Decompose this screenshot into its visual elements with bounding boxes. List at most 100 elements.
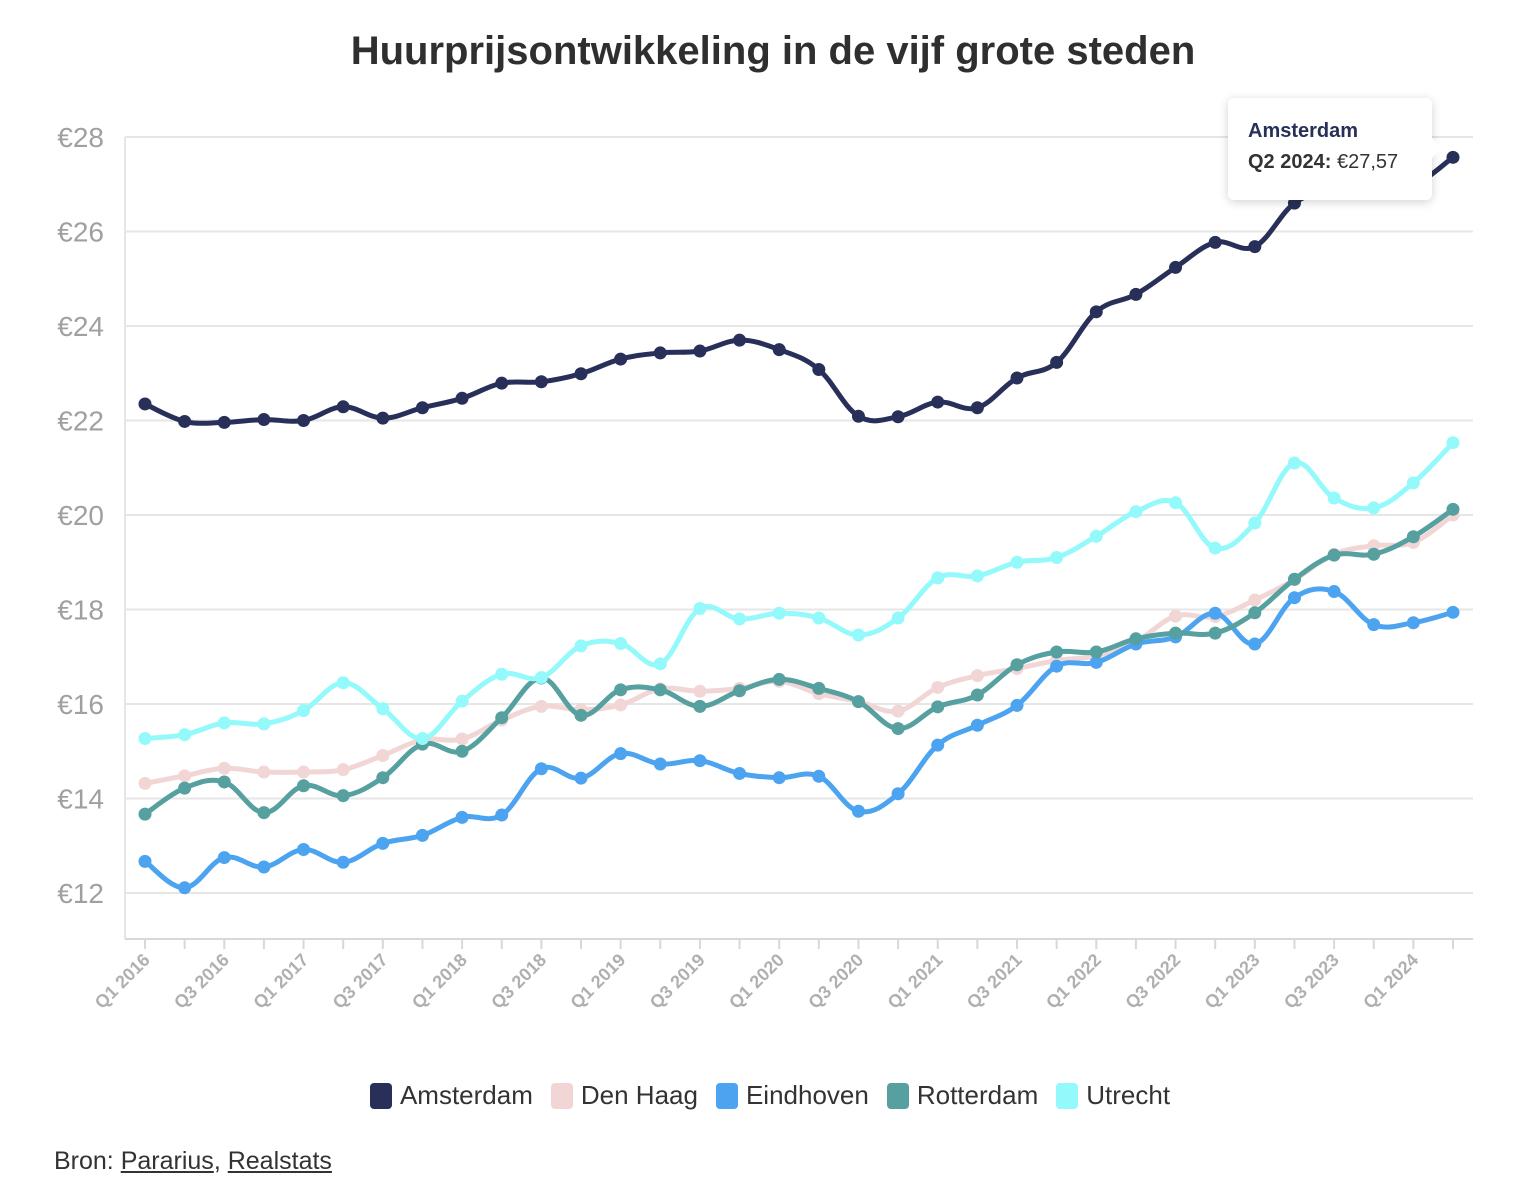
data-point-rotterdam[interactable] bbox=[178, 781, 192, 795]
data-point-den-haag[interactable] bbox=[257, 765, 271, 779]
data-point-amsterdam[interactable] bbox=[1010, 371, 1024, 385]
data-point-utrecht[interactable] bbox=[812, 611, 826, 625]
data-point-eindhoven[interactable] bbox=[1327, 585, 1341, 599]
data-point-amsterdam[interactable] bbox=[257, 413, 271, 427]
data-point-amsterdam[interactable] bbox=[1169, 260, 1183, 274]
data-point-utrecht[interactable] bbox=[931, 571, 945, 585]
data-point-amsterdam[interactable] bbox=[336, 400, 350, 414]
data-point-amsterdam[interactable] bbox=[415, 401, 429, 415]
data-point-utrecht[interactable] bbox=[178, 728, 192, 742]
data-point-den-haag[interactable] bbox=[1248, 593, 1262, 607]
data-point-rotterdam[interactable] bbox=[1406, 530, 1420, 544]
data-point-utrecht[interactable] bbox=[1446, 436, 1460, 450]
data-point-rotterdam[interactable] bbox=[1129, 632, 1143, 646]
data-point-amsterdam[interactable] bbox=[1208, 235, 1222, 249]
data-point-eindhoven[interactable] bbox=[138, 854, 152, 868]
legend-item-eindhoven[interactable]: Eindhoven bbox=[715, 1080, 869, 1111]
data-point-amsterdam[interactable] bbox=[693, 344, 707, 358]
data-point-amsterdam[interactable] bbox=[851, 409, 865, 423]
data-point-utrecht[interactable] bbox=[574, 639, 588, 653]
data-point-rotterdam[interactable] bbox=[1287, 572, 1301, 586]
data-point-utrecht[interactable] bbox=[1208, 541, 1222, 555]
data-point-rotterdam[interactable] bbox=[1367, 547, 1381, 561]
data-point-eindhoven[interactable] bbox=[455, 810, 469, 824]
data-point-utrecht[interactable] bbox=[376, 702, 390, 716]
data-point-utrecht[interactable] bbox=[336, 676, 350, 690]
data-point-amsterdam[interactable] bbox=[733, 333, 747, 347]
data-point-eindhoven[interactable] bbox=[693, 754, 707, 768]
data-point-den-haag[interactable] bbox=[336, 763, 350, 777]
data-point-utrecht[interactable] bbox=[851, 628, 865, 642]
data-point-eindhoven[interactable] bbox=[1248, 637, 1262, 651]
data-point-rotterdam[interactable] bbox=[376, 771, 390, 785]
data-point-eindhoven[interactable] bbox=[534, 762, 548, 776]
data-point-rotterdam[interactable] bbox=[614, 683, 628, 697]
data-point-rotterdam[interactable] bbox=[693, 699, 707, 713]
data-point-utrecht[interactable] bbox=[1050, 551, 1064, 565]
data-point-utrecht[interactable] bbox=[772, 606, 786, 620]
data-point-utrecht[interactable] bbox=[217, 716, 231, 730]
data-point-amsterdam[interactable] bbox=[534, 375, 548, 389]
data-point-eindhoven[interactable] bbox=[574, 771, 588, 785]
data-point-utrecht[interactable] bbox=[1367, 501, 1381, 515]
data-point-amsterdam[interactable] bbox=[1129, 287, 1143, 301]
data-point-amsterdam[interactable] bbox=[1050, 355, 1064, 369]
data-point-eindhoven[interactable] bbox=[653, 757, 667, 771]
data-point-den-haag[interactable] bbox=[138, 776, 152, 790]
data-point-eindhoven[interactable] bbox=[178, 881, 192, 895]
data-point-den-haag[interactable] bbox=[1169, 609, 1183, 623]
data-point-amsterdam[interactable] bbox=[812, 362, 826, 376]
data-point-den-haag[interactable] bbox=[376, 749, 390, 763]
data-point-eindhoven[interactable] bbox=[1287, 591, 1301, 605]
data-point-rotterdam[interactable] bbox=[1327, 548, 1341, 562]
data-point-eindhoven[interactable] bbox=[257, 860, 271, 874]
data-point-rotterdam[interactable] bbox=[1208, 626, 1222, 640]
data-point-rotterdam[interactable] bbox=[851, 695, 865, 709]
data-point-amsterdam[interactable] bbox=[376, 411, 390, 425]
data-point-rotterdam[interactable] bbox=[455, 744, 469, 758]
data-point-utrecht[interactable] bbox=[1248, 516, 1262, 530]
data-point-amsterdam[interactable] bbox=[970, 401, 984, 415]
legend-item-utrecht[interactable]: Utrecht bbox=[1056, 1080, 1170, 1111]
data-point-den-haag[interactable] bbox=[178, 769, 192, 783]
data-point-eindhoven[interactable] bbox=[1208, 606, 1222, 620]
data-point-amsterdam[interactable] bbox=[931, 395, 945, 409]
data-point-den-haag[interactable] bbox=[455, 732, 469, 746]
data-point-rotterdam[interactable] bbox=[336, 789, 350, 803]
data-point-eindhoven[interactable] bbox=[1050, 659, 1064, 673]
data-point-eindhoven[interactable] bbox=[1406, 616, 1420, 630]
data-point-utrecht[interactable] bbox=[1089, 529, 1103, 543]
data-point-amsterdam[interactable] bbox=[614, 352, 628, 366]
data-point-rotterdam[interactable] bbox=[812, 681, 826, 695]
data-point-utrecht[interactable] bbox=[297, 704, 311, 718]
data-point-amsterdam[interactable] bbox=[138, 397, 152, 411]
data-point-eindhoven[interactable] bbox=[1367, 618, 1381, 632]
data-point-amsterdam[interactable] bbox=[495, 376, 509, 390]
data-point-utrecht[interactable] bbox=[733, 612, 747, 626]
data-point-utrecht[interactable] bbox=[614, 637, 628, 651]
data-point-eindhoven[interactable] bbox=[931, 738, 945, 752]
data-point-rotterdam[interactable] bbox=[772, 672, 786, 686]
data-point-rotterdam[interactable] bbox=[653, 683, 667, 697]
data-point-rotterdam[interactable] bbox=[1089, 645, 1103, 659]
data-point-den-haag[interactable] bbox=[614, 698, 628, 712]
data-point-utrecht[interactable] bbox=[1169, 496, 1183, 510]
data-point-den-haag[interactable] bbox=[297, 765, 311, 779]
data-point-utrecht[interactable] bbox=[693, 602, 707, 616]
source-link-pararius[interactable]: Pararius bbox=[120, 1147, 214, 1175]
data-point-amsterdam[interactable] bbox=[1248, 240, 1262, 254]
data-point-eindhoven[interactable] bbox=[495, 808, 509, 822]
data-point-amsterdam[interactable] bbox=[772, 343, 786, 357]
data-point-utrecht[interactable] bbox=[495, 667, 509, 681]
data-point-eindhoven[interactable] bbox=[297, 843, 311, 857]
legend-item-den-haag[interactable]: Den Haag bbox=[550, 1080, 698, 1111]
data-point-eindhoven[interactable] bbox=[891, 787, 905, 801]
data-point-eindhoven[interactable] bbox=[733, 766, 747, 780]
data-point-rotterdam[interactable] bbox=[931, 700, 945, 714]
data-point-amsterdam[interactable] bbox=[1446, 150, 1460, 164]
data-point-den-haag[interactable] bbox=[693, 684, 707, 698]
data-point-utrecht[interactable] bbox=[138, 731, 152, 745]
data-point-rotterdam[interactable] bbox=[970, 688, 984, 702]
data-point-amsterdam[interactable] bbox=[653, 346, 667, 360]
data-point-utrecht[interactable] bbox=[1287, 456, 1301, 470]
